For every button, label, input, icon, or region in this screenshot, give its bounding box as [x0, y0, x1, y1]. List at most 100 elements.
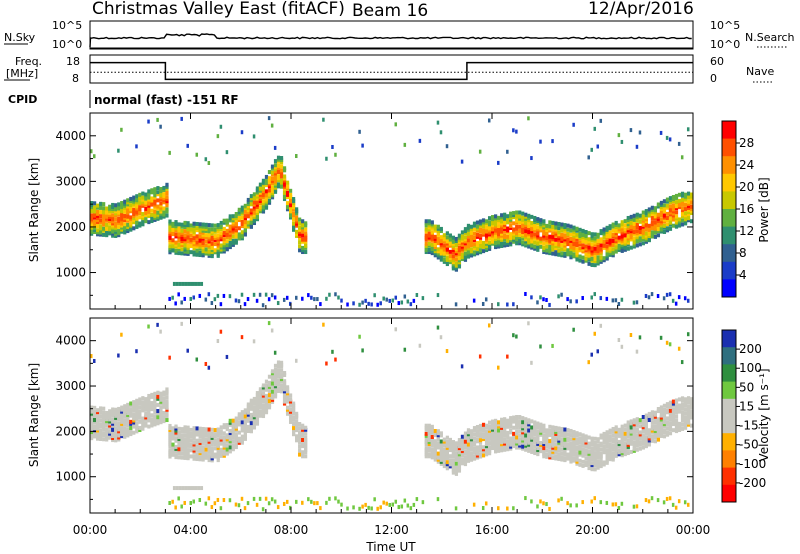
velocity-cell: [162, 392, 166, 397]
velocity-cell: [509, 438, 513, 443]
velocity-cell: [282, 387, 287, 392]
power-cell: [117, 148, 120, 153]
velocity-cell: [572, 430, 576, 435]
power-cell: [225, 150, 229, 155]
velocity-cell: [162, 402, 166, 407]
velocity-cell: [225, 423, 229, 428]
power-cell: [252, 292, 256, 297]
power-cell: [475, 226, 480, 231]
power-cell: [439, 228, 443, 233]
velocity-cell: [433, 457, 437, 462]
power-cell: [126, 210, 130, 215]
power-cell: [117, 220, 121, 225]
velocity-cell: [96, 410, 100, 415]
velocity-cell: [575, 457, 579, 462]
velocity-cell: [617, 506, 621, 511]
velocity-cell: [225, 447, 229, 452]
velocity-cell: [677, 499, 681, 504]
velocity-cell: [506, 506, 509, 511]
velocity-cell: [445, 447, 449, 452]
power-cell: [686, 201, 691, 206]
velocity-cell: [635, 419, 639, 424]
power-cell: [252, 206, 257, 211]
power-cell: [288, 215, 293, 220]
power-cell: [138, 221, 142, 226]
velocity-cell: [620, 434, 624, 439]
power-cell: [295, 219, 299, 224]
velocity-cell: [686, 416, 691, 421]
power-cell: [484, 227, 489, 232]
velocity-cell: [439, 335, 443, 340]
velocity-cell: [509, 436, 513, 441]
power-cell: [186, 221, 190, 226]
power-cell: [581, 230, 585, 235]
velocity-cell: [677, 403, 682, 408]
velocity-cell: [276, 374, 281, 379]
power-cell: [605, 225, 609, 230]
power-cell: [533, 224, 537, 229]
power-cell: [216, 233, 220, 238]
power-cell: [503, 235, 507, 240]
velocity-cell: [135, 423, 139, 428]
power-cell: [186, 225, 190, 230]
velocity-cell: [683, 397, 688, 402]
velocity-cell: [249, 427, 253, 432]
power-cell: [527, 226, 531, 231]
velocity-cell: [596, 437, 600, 442]
power-cell: [560, 236, 564, 241]
power-cell: [481, 240, 486, 245]
power-cell: [304, 245, 308, 250]
power-cell: [620, 234, 624, 239]
velocity-cell: [180, 455, 184, 460]
power-cell: [602, 256, 606, 261]
power-cell: [255, 204, 260, 209]
power-cell: [231, 222, 235, 227]
power-cell: [222, 243, 226, 248]
velocity-cell: [246, 416, 250, 421]
power-cell: [249, 198, 253, 203]
power-cell: [671, 298, 675, 303]
velocity-cell: [174, 505, 177, 510]
velocity-cell: [599, 464, 603, 469]
velocity-cell: [328, 496, 331, 501]
power-cell: [659, 200, 664, 205]
power-cell: [120, 219, 124, 224]
velocity-cell: [563, 445, 567, 450]
velocity-cell: [596, 455, 600, 460]
power-cell: [129, 221, 133, 226]
power-cell: [316, 297, 319, 302]
velocity-cell: [237, 436, 241, 441]
power-cell: [581, 259, 585, 264]
power-cell: [617, 247, 621, 252]
power-cell: [478, 242, 483, 247]
power-cell: [608, 230, 612, 235]
power-cell: [509, 236, 513, 241]
velocity-cell: [430, 437, 434, 442]
colorbar-swatch: [722, 191, 736, 210]
velocity-cell: [644, 417, 648, 422]
power-cell: [650, 230, 654, 235]
power-cell: [162, 198, 166, 203]
power-cell: [279, 180, 284, 185]
velocity-cell: [433, 453, 437, 458]
velocity-cell: [662, 424, 667, 429]
power-cell: [475, 241, 480, 246]
power-cell: [503, 233, 507, 238]
velocity-cell: [159, 393, 163, 398]
power-cell: [674, 204, 679, 209]
power-cell: [216, 229, 220, 234]
velocity-cell: [427, 423, 431, 428]
velocity-cell: [478, 454, 483, 459]
velocity-cell: [195, 452, 199, 457]
power-cell: [527, 213, 531, 218]
velocity-cell: [557, 434, 561, 439]
power-cell: [180, 251, 184, 256]
power-cell: [533, 218, 537, 223]
power-cell: [466, 246, 471, 251]
power-cell: [572, 246, 576, 251]
velocity-cell: [117, 353, 120, 358]
velocity-cell: [240, 434, 244, 439]
velocity-cell: [494, 431, 498, 436]
velocity-cell: [93, 413, 97, 418]
velocity-cell: [451, 452, 455, 457]
